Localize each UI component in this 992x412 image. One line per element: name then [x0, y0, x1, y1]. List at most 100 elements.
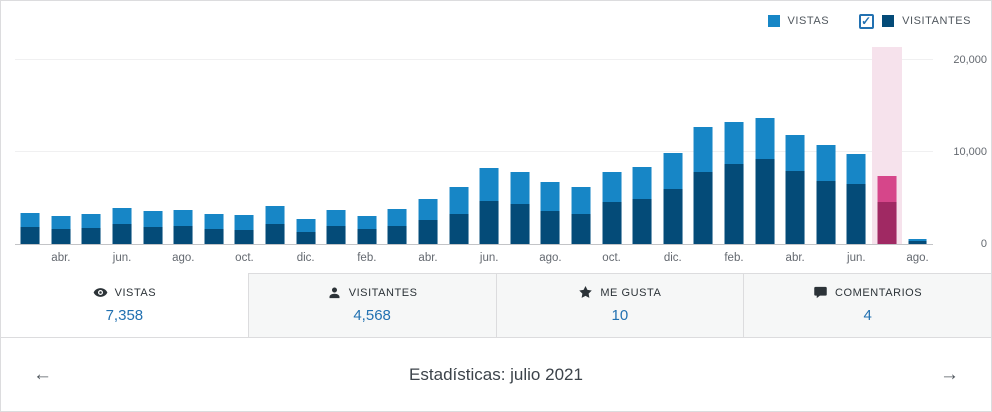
tab-me-gusta-label: ME GUSTA	[600, 286, 662, 299]
x-axis-label: feb.	[724, 252, 744, 264]
previous-period-button[interactable]: ←	[23, 359, 62, 390]
bar-group[interactable]	[810, 47, 841, 244]
bar-group[interactable]	[107, 47, 138, 244]
bar-group[interactable]	[780, 47, 811, 244]
bar-group[interactable]	[443, 47, 474, 244]
tab-vistas-value: 7,358	[105, 307, 144, 324]
bar-group[interactable]	[535, 47, 566, 244]
x-axis-label: dic.	[296, 252, 315, 264]
bar-group[interactable]	[290, 47, 321, 244]
stats-bar-chart: 0 10,000 20,000 abr. jun. ago. oct. dic. feb.…	[1, 41, 991, 273]
tab-vistas[interactable]: VISTAS 7,358	[1, 273, 248, 337]
gridline-10k	[15, 151, 933, 152]
bar-group[interactable]	[841, 47, 872, 244]
vistas-swatch-icon	[767, 15, 780, 27]
bar-group[interactable]	[46, 47, 77, 244]
visitors-bar	[234, 230, 254, 244]
x-axis-label: abr.	[51, 252, 71, 264]
visitors-bar	[846, 184, 866, 244]
x-axis-label	[137, 252, 168, 264]
x-axis-label	[199, 252, 230, 264]
chart-x-axis: abr. jun. ago. oct. dic. feb. abr. jun. ago. oct.…	[15, 245, 933, 273]
bar-group[interactable]	[15, 47, 46, 244]
visitantes-swatch-icon	[882, 15, 895, 27]
bar-group[interactable]	[352, 47, 383, 244]
x-axis-label	[627, 252, 658, 264]
bar-group[interactable]	[566, 47, 597, 244]
eye-icon	[93, 285, 108, 300]
visitantes-checkbox[interactable]	[859, 13, 875, 29]
bar-group[interactable]	[871, 47, 903, 244]
tab-me-gusta[interactable]: ME GUSTA 10	[495, 273, 744, 337]
bar-group[interactable]	[657, 47, 688, 244]
tab-comentarios[interactable]: COMENTARIOS 4	[743, 273, 991, 337]
bar-group[interactable]	[76, 47, 107, 244]
tab-vistas-label: VISTAS	[114, 286, 157, 299]
x-axis-label: feb.	[357, 252, 377, 264]
y-axis-tick: 20,000	[953, 54, 987, 66]
tab-comentarios-value: 4	[863, 307, 872, 324]
chart-legend: VISTAS VISITANTES	[1, 1, 991, 41]
tab-visitantes-value: 4,568	[353, 307, 391, 324]
bar-group[interactable]	[719, 47, 750, 244]
tab-visitantes-label: VISITANTES	[348, 286, 418, 299]
bar-group[interactable]	[474, 47, 505, 244]
bar-group[interactable]	[229, 47, 260, 244]
x-axis-label: ago.	[539, 252, 562, 264]
x-axis-label	[872, 252, 903, 264]
bar-group[interactable]	[413, 47, 444, 244]
legend-visitantes-label: VISITANTES	[902, 15, 971, 27]
gridline-20k	[15, 59, 933, 60]
visitors-bar	[204, 229, 224, 244]
x-axis-label	[505, 252, 536, 264]
visitors-bar	[296, 232, 316, 244]
y-axis-tick: 10,000	[953, 146, 987, 158]
x-axis-label	[382, 252, 413, 264]
x-axis-label	[260, 252, 291, 264]
x-axis-label	[566, 252, 597, 264]
period-title: Estadísticas: julio 2021	[409, 364, 583, 384]
x-axis-label: oct.	[602, 252, 621, 264]
x-axis-label: ago.	[906, 252, 929, 264]
x-axis-label	[76, 252, 107, 264]
x-axis-label: oct.	[235, 252, 254, 264]
bar-group[interactable]	[260, 47, 291, 244]
visitors-bar	[82, 228, 101, 244]
bar-group[interactable]	[168, 47, 199, 244]
period-navigation: ← Estadísticas: julio 2021 →	[1, 338, 991, 411]
chart-bars	[15, 47, 933, 244]
bar-group[interactable]	[627, 47, 658, 244]
visitors-bar	[877, 202, 897, 244]
star-icon	[578, 285, 593, 300]
visitors-bar	[265, 224, 285, 244]
bar-group[interactable]	[137, 47, 168, 244]
visitors-bar	[908, 241, 927, 244]
x-axis-label: abr.	[785, 252, 805, 264]
visitors-bar	[785, 171, 805, 244]
y-axis-tick: 0	[980, 238, 987, 250]
x-axis-label: ago.	[172, 252, 195, 264]
x-axis-label: jun.	[479, 252, 499, 264]
visitors-bar	[724, 164, 744, 244]
legend-vistas: VISTAS	[767, 15, 830, 27]
visitors-bar	[663, 189, 683, 244]
bar-group[interactable]	[688, 47, 719, 244]
bar-group[interactable]	[596, 47, 627, 244]
x-axis-label	[688, 252, 719, 264]
next-period-button[interactable]: →	[930, 359, 969, 390]
visitors-bar	[479, 201, 499, 244]
tab-visitantes[interactable]: VISITANTES 4,568	[247, 273, 496, 337]
x-axis-label: jun.	[112, 252, 132, 264]
bar-group[interactable]	[321, 47, 352, 244]
bar-group[interactable]	[199, 47, 230, 244]
bar-group[interactable]	[505, 47, 536, 244]
bar-group[interactable]	[902, 47, 933, 244]
visitors-bar	[51, 229, 71, 244]
bar-group[interactable]	[749, 47, 780, 244]
tab-me-gusta-value: 10	[611, 307, 629, 324]
visitors-bar	[143, 227, 163, 244]
bar-group[interactable]	[382, 47, 413, 244]
visitors-bar	[693, 172, 713, 244]
visitors-bar	[357, 229, 377, 244]
x-axis-label: dic.	[663, 252, 682, 264]
